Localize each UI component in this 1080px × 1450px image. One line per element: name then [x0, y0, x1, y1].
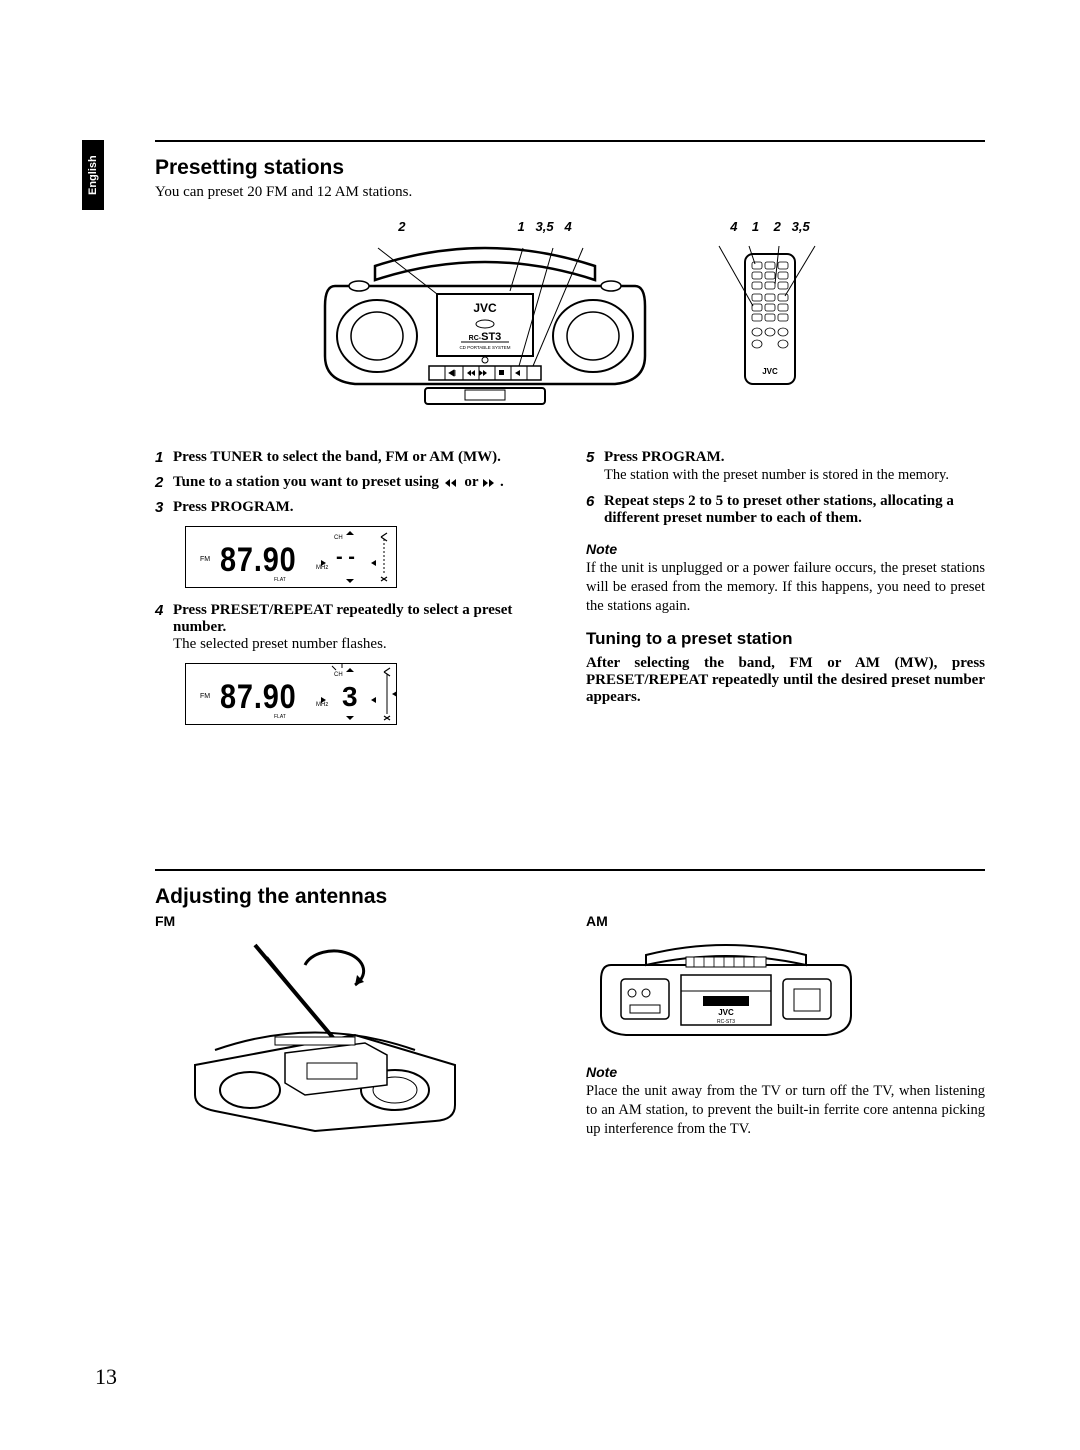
- left-column: 1 Press TUNER to select the band, FM or …: [155, 449, 554, 739]
- step-num: 6: [586, 493, 604, 527]
- rule: [155, 140, 985, 142]
- svg-text:FM: FM: [200, 556, 210, 563]
- step-text-b: or: [461, 474, 482, 490]
- presetting-title: Presetting stations: [155, 156, 985, 180]
- svg-text:3: 3: [342, 681, 358, 712]
- fm-label: FM: [155, 913, 554, 929]
- svg-text:CH: CH: [334, 672, 343, 678]
- svg-text:87.90: 87.90: [220, 540, 297, 579]
- step-4: 4 Press PRESET/REPEAT repeatedly to sele…: [155, 602, 554, 653]
- step-text-a: Tune to a station you want to preset usi…: [173, 474, 443, 490]
- antenna-row: FM: [155, 913, 985, 1140]
- step-num: 4: [155, 602, 173, 653]
- tuning-body: After selecting the band, FM or AM (MW),…: [586, 655, 985, 706]
- am-label: AM: [586, 913, 985, 929]
- note-heading-2: Note: [586, 1064, 985, 1080]
- svg-text:JVC: JVC: [718, 1008, 734, 1017]
- svg-text:FM: FM: [200, 693, 210, 700]
- step-5: 5 Press PROGRAM. The station with the pr…: [586, 449, 985, 485]
- step-text: Press PRESET/REPEAT repeatedly to select…: [173, 602, 512, 635]
- step-6: 6 Repeat steps 2 to 5 to preset other st…: [586, 493, 985, 527]
- rule-2: [155, 869, 985, 871]
- step-2: 2 Tune to a station you want to preset u…: [155, 474, 554, 491]
- svg-text:- -: - -: [336, 546, 355, 568]
- step-text-c: .: [500, 474, 504, 490]
- svg-text:FLAT: FLAT: [274, 577, 286, 583]
- svg-text:CD PORTABLE SYSTEM: CD PORTABLE SYSTEM: [459, 345, 510, 350]
- step-num: 5: [586, 449, 604, 485]
- step-text: Press PROGRAM.: [604, 449, 725, 465]
- step-3: 3 Press PROGRAM.: [155, 499, 554, 516]
- svg-text:FLAT: FLAT: [274, 714, 286, 720]
- page: Presetting stations You can preset 20 FM…: [0, 0, 1080, 1180]
- step-num: 3: [155, 499, 173, 516]
- callouts-remote: 4 1 2 3,5: [705, 219, 835, 234]
- skip-fwd-icon: [482, 478, 500, 488]
- svg-text:MHz: MHz: [316, 702, 328, 708]
- presetting-intro: You can preset 20 FM and 12 AM stations.: [155, 184, 985, 201]
- skip-back-icon: [443, 478, 461, 488]
- instruction-columns: 1 Press TUNER to select the band, FM or …: [155, 449, 985, 739]
- step-1: 1 Press TUNER to select the band, FM or …: [155, 449, 554, 466]
- note-body-2: Place the unit away from the TV or turn …: [586, 1082, 985, 1139]
- remote-svg: JVC: [705, 236, 835, 416]
- lcd-display-1: FM 87.90 MHz FLAT CH - -: [185, 526, 397, 588]
- am-column: AM JVC RC-ST3: [586, 913, 985, 1140]
- fm-antenna-svg: [155, 935, 475, 1135]
- right-column: 5 Press PROGRAM. The station with the pr…: [586, 449, 985, 739]
- svg-text:RC-ST3: RC-ST3: [717, 1019, 735, 1025]
- step-text: Press PROGRAM.: [173, 499, 294, 515]
- am-antenna-svg: JVC RC-ST3: [586, 935, 866, 1045]
- svg-text:JVC: JVC: [473, 301, 497, 315]
- callouts-main: 2 1 3,5 4: [305, 219, 665, 234]
- page-number: 13: [95, 1364, 117, 1390]
- lcd-display-2: FM 87.90 MHz FLAT CH 3: [185, 663, 397, 725]
- svg-text:CH: CH: [334, 535, 343, 541]
- note-heading-1: Note: [586, 541, 985, 557]
- step-text: Press TUNER to select the band, FM or AM…: [173, 449, 501, 465]
- svg-text:JVC: JVC: [762, 367, 778, 376]
- fm-column: FM: [155, 913, 554, 1140]
- boombox-svg: JVC RC-ST3 CD PORTABLE SYSTEM: [305, 236, 665, 416]
- antennas-title: Adjusting the antennas: [155, 885, 985, 909]
- device-diagram-row: 2 1 3,5 4 JVC: [155, 219, 985, 421]
- svg-text:87.90: 87.90: [220, 677, 297, 716]
- language-tab: English: [82, 140, 104, 210]
- svg-text:MHz: MHz: [316, 565, 328, 571]
- step-subtext: The selected preset number flashes.: [173, 636, 387, 652]
- step-text: Repeat steps 2 to 5 to preset other stat…: [604, 493, 954, 526]
- note-body-1: If the unit is unplugged or a power fail…: [586, 559, 985, 616]
- step-subtext: The station with the preset number is st…: [604, 467, 949, 483]
- step-num: 1: [155, 449, 173, 466]
- step-num: 2: [155, 474, 173, 491]
- tuning-title: Tuning to a preset station: [586, 629, 985, 649]
- main-unit-diagram: 2 1 3,5 4 JVC: [305, 219, 665, 421]
- remote-diagram: 4 1 2 3,5 JVC: [705, 219, 835, 421]
